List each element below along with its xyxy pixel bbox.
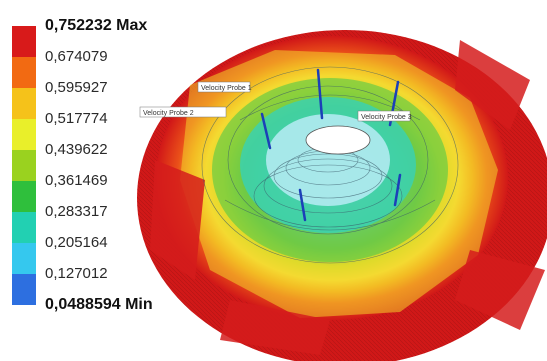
velocity-contour-plot: Velocity Probe 3 Velocity Probe 2 Veloci…: [137, 30, 547, 361]
legend-swatch-4: [12, 119, 36, 150]
color-legend: 0,752232 Max 0,674079 0,595927 0,517774 …: [12, 18, 162, 326]
probe-label-2: Velocity Probe 2: [139, 106, 227, 118]
legend-tick-4: 0,517774: [45, 110, 108, 127]
blades: [260, 68, 402, 222]
legend-tick-max: 0,752232 Max: [45, 17, 148, 34]
legend-swatch-5: [12, 150, 36, 181]
legend-swatch-7: [12, 212, 36, 243]
legend-swatch-3: [12, 88, 36, 119]
vane-sector-1: [455, 40, 530, 130]
legend-swatch-9: [12, 274, 36, 305]
svg-text:Velocity Probe 1: Velocity Probe 1: [201, 85, 252, 92]
hub: [305, 125, 371, 155]
probe-label-1: Velocity Probe 3: [357, 110, 412, 122]
svg-text:Velocity Probe 2: Velocity Probe 2: [143, 110, 194, 117]
vane-sector-4: [455, 250, 545, 330]
legend-tick-5: 0,439622: [45, 141, 108, 158]
wireframe-lines: [201, 66, 459, 264]
legend-tick-7: 0,283317: [45, 203, 108, 220]
legend-tick-min: 0,0488594 Min: [45, 296, 153, 313]
legend-swatch-2: [12, 57, 36, 88]
legend-tick-6: 0,361469: [45, 172, 108, 189]
probe-label-3: Velocity Probe 1: [197, 81, 252, 93]
legend-swatch-6: [12, 181, 36, 212]
legend-tick-3: 0,595927: [45, 79, 108, 96]
vane-sector-2: [150, 160, 205, 280]
legend-tick-2: 0,674079: [45, 48, 108, 65]
legend-tick-9: 0,127012: [45, 265, 108, 282]
legend-tick-8: 0,205164: [45, 234, 108, 251]
svg-text:Velocity Probe 3: Velocity Probe 3: [361, 114, 412, 121]
vane-sector-3: [220, 300, 330, 355]
legend-swatch-8: [12, 243, 36, 274]
legend-swatch-1: [12, 26, 36, 57]
